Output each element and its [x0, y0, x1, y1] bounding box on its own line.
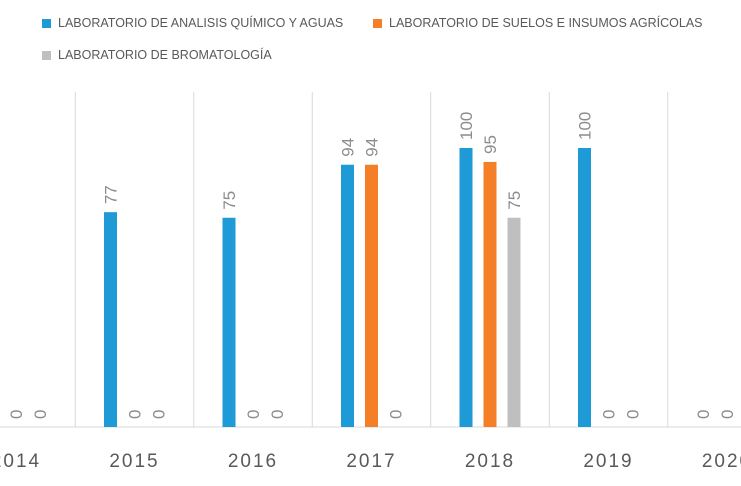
legend-label-quimico: LABORATORIO DE ANALISIS QUÍMICO Y AGUAS — [58, 16, 344, 30]
data-label-suelos-2014: 0 — [7, 410, 26, 419]
data-label-bromatologia-2018: 75 — [505, 191, 524, 210]
bar-quimico-2015 — [104, 212, 117, 427]
data-label-bromatologia-2015: 0 — [150, 410, 169, 419]
x-tick-label-2018: 2018 — [465, 451, 515, 472]
data-label-suelos-2019: 0 — [600, 410, 619, 419]
data-label-quimico-2019: 100 — [576, 112, 595, 140]
legend-swatch-suelos — [373, 18, 382, 28]
data-label-bromatologia-2017: 0 — [387, 410, 406, 419]
data-label-suelos-2017: 94 — [363, 138, 382, 157]
data-label-suelos-2018: 95 — [481, 135, 500, 154]
legend-label-suelos: LABORATORIO DE SUELOS E INSUMOS AGRÍCOLA… — [389, 16, 703, 30]
bar-suelos-2017 — [365, 164, 378, 428]
bar-quimico-2018 — [459, 148, 473, 427]
bar-suelos-2018 — [483, 161, 497, 427]
legend-item-bromatologia: LABORATORIO DE BROMATOLOGÍA — [42, 48, 272, 62]
bar-quimico-2017 — [341, 164, 354, 428]
legend-swatch-quimico — [42, 18, 51, 28]
legend-item-quimico: LABORATORIO DE ANALISIS QUÍMICO Y AGUAS — [42, 16, 343, 30]
data-label-suelos-2016: 0 — [244, 410, 263, 419]
x-tick-label-2019: 2019 — [583, 451, 633, 472]
legend-item-suelos: LABORATORIO DE SUELOS E INSUMOS AGRÍCOLA… — [373, 16, 703, 30]
data-label-quimico-2016: 75 — [220, 191, 239, 210]
x-tick-label-2017: 2017 — [346, 451, 396, 472]
x-tick-label-2015: 2015 — [109, 451, 159, 472]
legend-label-bromatologia: LABORATORIO DE BROMATOLOGÍA — [58, 48, 272, 62]
data-label-quimico-2020: 0 — [694, 410, 713, 419]
data-label-quimico-2015: 77 — [102, 185, 121, 204]
bar-quimico-2016 — [222, 217, 236, 427]
data-label-bromatologia-2019: 0 — [624, 410, 643, 419]
x-tick-label-2014: 2014 — [0, 451, 41, 472]
legend-swatch-bromatologia — [42, 50, 51, 60]
x-tick-label-2016: 2016 — [228, 451, 278, 472]
data-label-quimico-2017: 94 — [339, 138, 358, 157]
data-label-suelos-2020: 0 — [718, 410, 737, 419]
bar-bromatologia-2018 — [507, 217, 521, 427]
data-label-bromatologia-2014: 0 — [31, 410, 50, 419]
chart-legend: LABORATORIO DE ANALISIS QUÍMICO Y AGUAS … — [0, 0, 741, 80]
bar-quimico-2019 — [578, 148, 591, 427]
data-label-quimico-2018: 100 — [457, 112, 476, 140]
data-label-bromatologia-2016: 0 — [268, 410, 287, 419]
data-label-suelos-2015: 0 — [126, 410, 145, 419]
